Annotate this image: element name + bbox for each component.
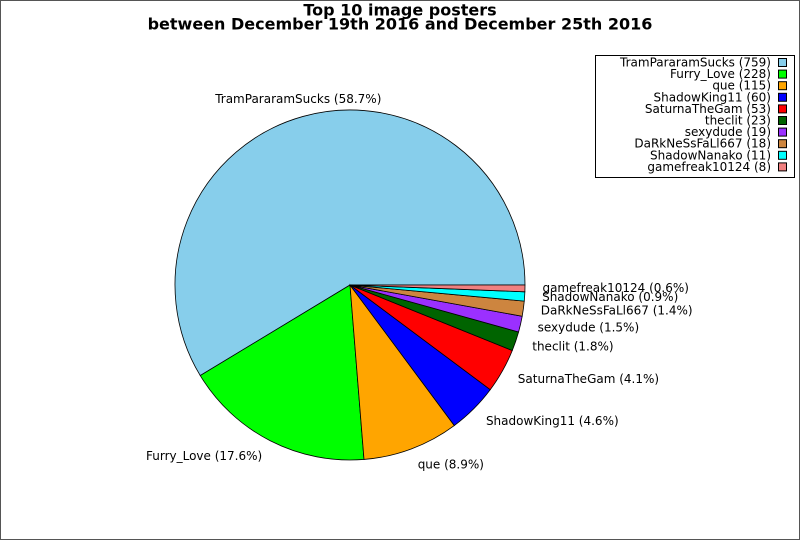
slice-label: ShadowNanako (0.9%)	[542, 290, 678, 304]
slice-label: TramPararamSucks (58.7%)	[214, 92, 381, 106]
legend-swatch	[778, 58, 787, 67]
legend-label: ShadowKing11 (60)	[654, 90, 772, 104]
pie-slice	[174, 109, 526, 377]
chart-subtitle: between December 19th 2016 and December …	[148, 15, 653, 34]
slice-label: DaRkNeSsFaLl667 (1.4%)	[541, 304, 693, 318]
legend-swatch	[778, 69, 787, 79]
slice-label: SaturnaTheGam (4.1%)	[518, 372, 659, 386]
slice-label: Furry_Love (17.6%)	[146, 449, 262, 463]
slice-label: que (8.9%)	[418, 458, 484, 472]
legend-label: ShadowNanako (11)	[650, 148, 771, 162]
pie-slice	[349, 283, 455, 460]
legend-box	[595, 55, 795, 178]
legend-swatch	[778, 116, 787, 125]
slice-label: gamefreak10124 (0.6%)	[542, 281, 688, 295]
legend-label: que (115)	[712, 79, 771, 93]
chart-title: Top 10 image posters	[303, 1, 496, 20]
legend-label: SaturnaTheGam (53)	[645, 102, 771, 116]
slice-label: ShadowKing11 (4.6%)	[486, 414, 619, 428]
pie-slice	[199, 284, 365, 461]
legend-swatch	[778, 139, 787, 149]
legend-label: gamefreak10124 (8)	[647, 160, 771, 174]
legend-swatch	[778, 92, 787, 102]
slice-label: theclit (1.8%)	[532, 339, 613, 353]
legend-label: theclit (23)	[705, 114, 771, 128]
legend-label: Furry_Love (228)	[670, 67, 771, 81]
legend-swatch	[778, 127, 787, 137]
legend-label: sexydude (19)	[685, 125, 771, 139]
legend-label: DaRkNeSsFaLl667 (18)	[634, 137, 771, 151]
pie-slice	[349, 284, 526, 293]
legend-swatch	[778, 81, 787, 91]
legend-swatch	[778, 104, 787, 114]
slice-label: sexydude (1.5%)	[538, 321, 640, 335]
legend-swatch	[778, 162, 787, 172]
legend-swatch	[778, 150, 787, 160]
legend-label: TramPararamSucks (759)	[619, 56, 771, 70]
